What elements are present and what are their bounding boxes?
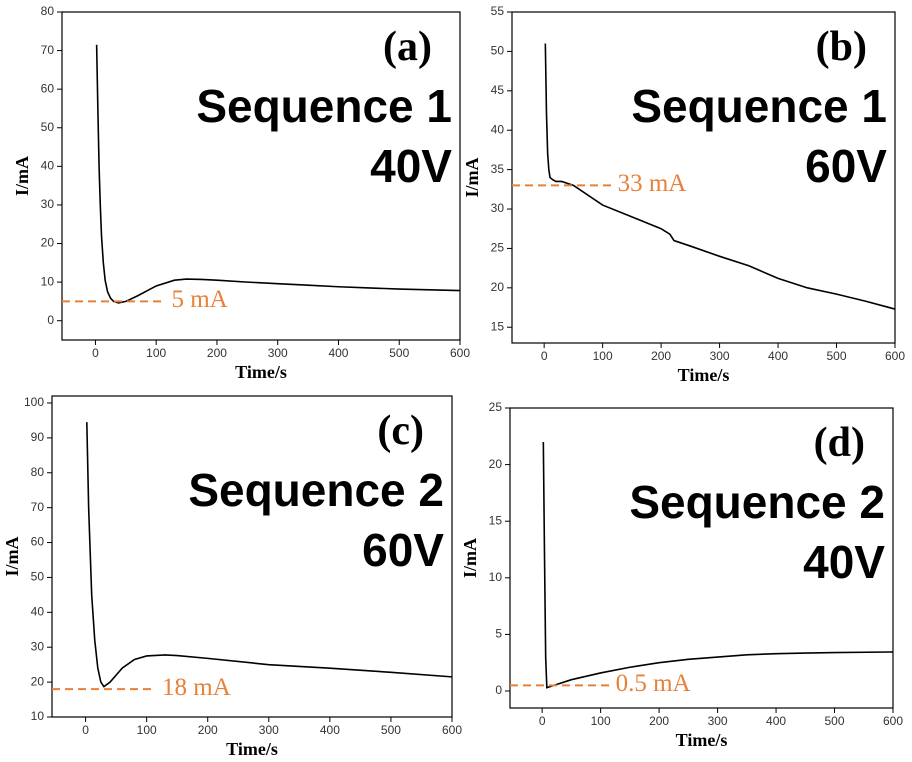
y-tick-label: 90 xyxy=(31,430,45,444)
y-tick-label: 30 xyxy=(491,201,505,215)
y-tick-label: 55 xyxy=(491,4,505,18)
chart-subtitle: 60V xyxy=(362,524,444,576)
x-tick-label: 500 xyxy=(825,714,845,728)
panel-label: (a) xyxy=(383,24,432,70)
x-tick-label: 100 xyxy=(137,723,157,737)
y-tick-label: 30 xyxy=(31,639,45,653)
y-tick-label: 35 xyxy=(491,162,505,176)
y-tick-label: 20 xyxy=(41,236,55,250)
x-tick-label: 500 xyxy=(389,346,409,360)
y-axis-label: I/mA xyxy=(462,158,482,198)
x-tick-label: 600 xyxy=(450,346,470,360)
x-tick-label: 300 xyxy=(708,714,728,728)
x-tick-label: 600 xyxy=(442,723,462,737)
x-tick-label: 600 xyxy=(883,714,903,728)
x-tick-label: 500 xyxy=(827,349,847,363)
x-tick-label: 0 xyxy=(541,349,548,363)
reference-label: 33 mA xyxy=(618,170,687,197)
y-tick-label: 60 xyxy=(31,535,45,549)
y-tick-label: 70 xyxy=(41,43,55,57)
reference-label: 5 mA xyxy=(171,286,227,313)
x-tick-label: 0 xyxy=(82,723,89,737)
y-tick-label: 50 xyxy=(491,44,505,58)
x-tick-label: 200 xyxy=(651,349,671,363)
data-line xyxy=(86,422,452,688)
x-axis-label: Time/s xyxy=(226,739,278,759)
chart-title: Sequence 1 xyxy=(631,80,887,132)
chart-subtitle: 40V xyxy=(370,140,452,192)
x-tick-label: 500 xyxy=(381,723,401,737)
x-axis-label: Time/s xyxy=(235,362,287,382)
plot-frame xyxy=(61,11,461,341)
y-tick-label: 25 xyxy=(489,400,503,414)
chart-title: Sequence 2 xyxy=(629,476,885,528)
x-tick-label: 100 xyxy=(593,349,613,363)
x-axis-label: Time/s xyxy=(676,730,728,750)
y-tick-label: 40 xyxy=(491,122,505,136)
y-tick-label: 40 xyxy=(41,159,55,173)
x-tick-label: 400 xyxy=(320,723,340,737)
y-tick-label: 0 xyxy=(47,313,54,327)
y-tick-label: 10 xyxy=(31,709,45,723)
y-tick-label: 80 xyxy=(41,4,55,18)
y-tick-label: 0 xyxy=(495,683,502,697)
panel: 0 5 10 15 20 25 0 100 200 300 400 500 600 Time/s I/mA 0… xyxy=(460,400,903,750)
panel-label: (b) xyxy=(816,24,867,70)
chart-subtitle: 40V xyxy=(803,536,885,588)
y-tick-label: 20 xyxy=(489,457,503,471)
x-tick-label: 300 xyxy=(259,723,279,737)
x-tick-label: 300 xyxy=(268,346,288,360)
y-tick-label: 20 xyxy=(31,674,45,688)
x-tick-label: 400 xyxy=(328,346,348,360)
panel: 15 20 25 30 35 40 45 50 55 0 100 200 300 400 500 600 Tim… xyxy=(462,4,905,385)
y-tick-label: 50 xyxy=(41,120,55,134)
y-tick-label: 15 xyxy=(491,319,505,333)
x-tick-label: 400 xyxy=(766,714,786,728)
y-tick-label: 80 xyxy=(31,465,45,479)
y-axis-label: I/mA xyxy=(2,537,22,577)
chart-title: Sequence 1 xyxy=(196,80,452,132)
x-tick-label: 100 xyxy=(146,346,166,360)
plot-frame xyxy=(509,407,894,709)
plot-frame xyxy=(511,11,896,344)
y-axis-label: I/mA xyxy=(12,156,32,196)
x-tick-label: 100 xyxy=(591,714,611,728)
y-tick-label: 100 xyxy=(24,395,44,409)
x-tick-label: 200 xyxy=(649,714,669,728)
panel-label: (c) xyxy=(377,408,424,454)
panel-label: (d) xyxy=(814,420,865,466)
y-tick-label: 45 xyxy=(491,83,505,97)
x-tick-label: 600 xyxy=(885,349,905,363)
y-tick-label: 60 xyxy=(41,81,55,95)
panel: 10 20 30 40 50 60 70 80 90 100 0 100 200 300 400 500 600… xyxy=(2,395,462,759)
x-tick-label: 0 xyxy=(92,346,99,360)
y-tick-label: 30 xyxy=(41,197,55,211)
panel: 0 10 20 30 40 50 60 70 80 0 100 200 300 400 500 600 Time… xyxy=(12,4,470,382)
x-axis-label: Time/s xyxy=(678,365,730,385)
chart-subtitle: 60V xyxy=(805,140,887,192)
reference-label: 18 mA xyxy=(162,674,231,701)
data-line xyxy=(95,44,460,304)
data-line xyxy=(544,43,895,310)
x-tick-label: 200 xyxy=(198,723,218,737)
chart-title: Sequence 2 xyxy=(188,464,444,516)
y-tick-label: 5 xyxy=(495,627,502,641)
y-tick-label: 10 xyxy=(41,274,55,288)
y-tick-label: 10 xyxy=(489,570,503,584)
x-tick-label: 300 xyxy=(710,349,730,363)
y-tick-label: 70 xyxy=(31,500,45,514)
reference-label: 0.5 mA xyxy=(616,670,691,697)
y-tick-label: 40 xyxy=(31,604,45,618)
plot-frame xyxy=(51,395,453,718)
y-tick-label: 25 xyxy=(491,241,505,255)
y-tick-label: 20 xyxy=(491,280,505,294)
x-tick-label: 200 xyxy=(207,346,227,360)
x-tick-label: 0 xyxy=(539,714,546,728)
y-tick-label: 15 xyxy=(489,513,503,527)
y-axis-label: I/mA xyxy=(460,538,480,578)
data-line xyxy=(542,441,893,689)
x-tick-label: 400 xyxy=(768,349,788,363)
y-tick-label: 50 xyxy=(31,570,45,584)
